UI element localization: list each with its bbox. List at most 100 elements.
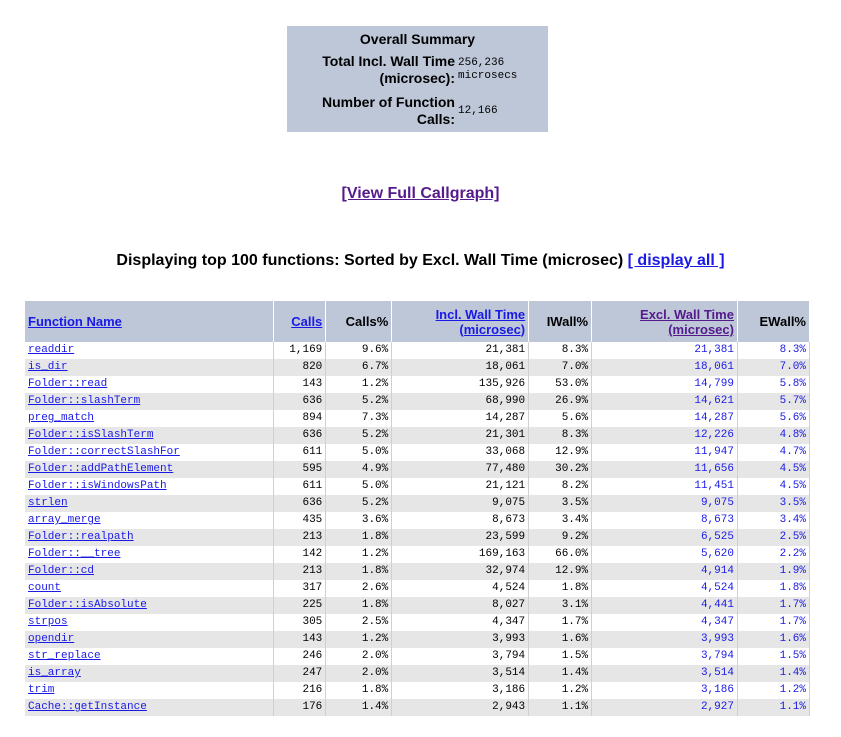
- excl-wall-time-cell: 4,524: [591, 580, 738, 597]
- calls-pct-cell: 1.2%: [325, 631, 393, 648]
- function-calls-label-line2: Calls:: [416, 111, 455, 127]
- calls-pct-cell: 1.2%: [325, 376, 393, 393]
- calls-cell: 435: [273, 512, 327, 529]
- iwall-pct-cell: 8.2%: [528, 478, 593, 495]
- sort-by-calls-link[interactable]: Calls: [291, 314, 323, 329]
- function-link[interactable]: readdir: [28, 344, 75, 356]
- incl-wall-time-label: Total Incl. Wall Time (microsec):: [287, 53, 455, 87]
- incl-wall-time-cell: 68,990: [391, 393, 530, 410]
- incl-wall-time-number: 256,236: [458, 57, 505, 69]
- table-row: array_merge 435 3.6% 8,673 3.4% 8,673 3.4%: [25, 512, 811, 529]
- function-link[interactable]: array_merge: [28, 514, 101, 526]
- function-link[interactable]: is_array: [28, 667, 81, 679]
- function-name-cell: strpos: [25, 614, 275, 631]
- ewall-pct-cell: 1.8%: [737, 580, 811, 597]
- incl-wall-time-cell: 21,121: [391, 478, 530, 495]
- table-row: Folder::isSlashTerm 636 5.2% 21,301 8.3% 12,2…: [25, 427, 811, 444]
- table-row: Folder::realpath 213 1.8% 23,599 9.2% 6,525 2.…: [25, 529, 811, 546]
- function-link[interactable]: opendir: [28, 633, 75, 645]
- function-link[interactable]: Folder::slashTerm: [28, 395, 141, 407]
- function-link[interactable]: strpos: [28, 616, 68, 628]
- function-link[interactable]: Folder::realpath: [28, 531, 134, 543]
- ewall-pct-cell: 1.5%: [737, 648, 811, 665]
- iwall-pct-cell: 30.2%: [528, 461, 593, 478]
- function-link[interactable]: strlen: [28, 497, 68, 509]
- sort-by-excl-wall-time-link[interactable]: Excl. Wall Time (microsec): [640, 307, 734, 337]
- function-link[interactable]: is_dir: [28, 361, 68, 373]
- calls-pct-cell: 5.0%: [325, 478, 393, 495]
- table-row: Folder::correctSlashFor 611 5.0% 33,068 12.9…: [25, 444, 811, 461]
- function-link[interactable]: Folder::__tree: [28, 548, 121, 560]
- function-link[interactable]: Folder::correctSlashFor: [28, 446, 180, 458]
- table-row: Folder::isWindowsPath 611 5.0% 21,121 8.2% 11…: [25, 478, 811, 495]
- calls-pct-cell: 1.8%: [325, 597, 393, 614]
- incl-wall-time-cell: 8,027: [391, 597, 530, 614]
- ewall-pct-cell: 3.5%: [737, 495, 811, 512]
- calls-cell: 611: [273, 444, 327, 461]
- ewall-pct-cell: 5.6%: [737, 410, 811, 427]
- function-link[interactable]: str_replace: [28, 650, 101, 662]
- incl-wall-time-cell: 2,943: [391, 699, 530, 716]
- callgraph-link-container: [View Full Callgraph]: [0, 185, 841, 203]
- ewall-pct-cell: 7.0%: [737, 359, 811, 376]
- excl-wall-time-cell: 3,993: [591, 631, 738, 648]
- iwall-pct-cell: 26.9%: [528, 393, 593, 410]
- incl-wall-time-cell: 4,524: [391, 580, 530, 597]
- header-incl-wall-time: Incl. Wall Time (microsec): [391, 301, 530, 342]
- calls-pct-cell: 4.9%: [325, 461, 393, 478]
- function-link[interactable]: Cache::getInstance: [28, 701, 147, 713]
- sort-by-incl-wall-time-link[interactable]: Incl. Wall Time (microsec): [436, 307, 526, 337]
- display-all-link[interactable]: [ display all ]: [627, 252, 725, 269]
- view-full-callgraph-link[interactable]: [View Full Callgraph]: [341, 185, 500, 202]
- function-link[interactable]: preg_match: [28, 412, 95, 424]
- excl-wall-time-cell: 12,226: [591, 427, 738, 444]
- header-ewall-pct: EWall%: [737, 301, 811, 342]
- header-calls-pct: Calls%: [325, 301, 393, 342]
- iwall-pct-cell: 3.5%: [528, 495, 593, 512]
- calls-cell: 247: [273, 665, 327, 682]
- calls-cell: 143: [273, 376, 327, 393]
- incl-wall-time-cell: 169,163: [391, 546, 530, 563]
- function-link[interactable]: Folder::isWindowsPath: [28, 480, 167, 492]
- iwall-pct-cell: 3.1%: [528, 597, 593, 614]
- function-link[interactable]: Folder::read: [28, 378, 108, 390]
- ewall-pct-cell: 5.7%: [737, 393, 811, 410]
- function-name-cell: Folder::isAbsolute: [25, 597, 275, 614]
- table-row: strpos 305 2.5% 4,347 1.7% 4,347 1.7%: [25, 614, 811, 631]
- function-link[interactable]: Folder::cd: [28, 565, 95, 577]
- calls-pct-cell: 3.6%: [325, 512, 393, 529]
- excl-wall-time-cell: 3,514: [591, 665, 738, 682]
- calls-cell: 820: [273, 359, 327, 376]
- function-link[interactable]: Folder::isSlashTerm: [28, 429, 154, 441]
- function-name-cell: is_dir: [25, 359, 275, 376]
- ewall-pct-cell: 1.6%: [737, 631, 811, 648]
- table-row: Folder::read 143 1.2% 135,926 53.0% 14,799 5.8…: [25, 376, 811, 393]
- ewall-pct-cell: 8.3%: [737, 342, 811, 359]
- excl-wall-time-cell: 11,656: [591, 461, 738, 478]
- function-link[interactable]: Folder::addPathElement: [28, 463, 174, 475]
- function-link[interactable]: count: [28, 582, 62, 594]
- function-link[interactable]: Folder::isAbsolute: [28, 599, 147, 611]
- iwall-pct-cell: 1.4%: [528, 665, 593, 682]
- function-name-cell: Folder::isSlashTerm: [25, 427, 275, 444]
- function-name-cell: Folder::isWindowsPath: [25, 478, 275, 495]
- header-calls: Calls: [273, 301, 327, 342]
- sort-by-function-name-link[interactable]: Function Name: [28, 314, 122, 329]
- excl-wall-time-cell: 4,347: [591, 614, 738, 631]
- incl-wall-time-cell: 8,673: [391, 512, 530, 529]
- incl-wall-time-cell: 3,794: [391, 648, 530, 665]
- table-row: Cache::getInstance 176 1.4% 2,943 1.1% 2,927 1…: [25, 699, 811, 716]
- iwall-pct-cell: 1.5%: [528, 648, 593, 665]
- table-row: Folder::isAbsolute 225 1.8% 8,027 3.1% 4,441 1…: [25, 597, 811, 614]
- excl-wall-time-cell: 18,061: [591, 359, 738, 376]
- incl-wall-time-cell: 21,301: [391, 427, 530, 444]
- function-link[interactable]: trim: [28, 684, 55, 696]
- incl-wall-time-cell: 3,514: [391, 665, 530, 682]
- function-name-cell: Folder::cd: [25, 563, 275, 580]
- excl-wall-header-line1: Excl. Wall Time: [640, 306, 734, 322]
- calls-pct-cell: 1.8%: [325, 529, 393, 546]
- ewall-pct-cell: 1.4%: [737, 665, 811, 682]
- incl-wall-time-cell: 3,186: [391, 682, 530, 699]
- ewall-pct-cell: 2.2%: [737, 546, 811, 563]
- calls-pct-cell: 1.4%: [325, 699, 393, 716]
